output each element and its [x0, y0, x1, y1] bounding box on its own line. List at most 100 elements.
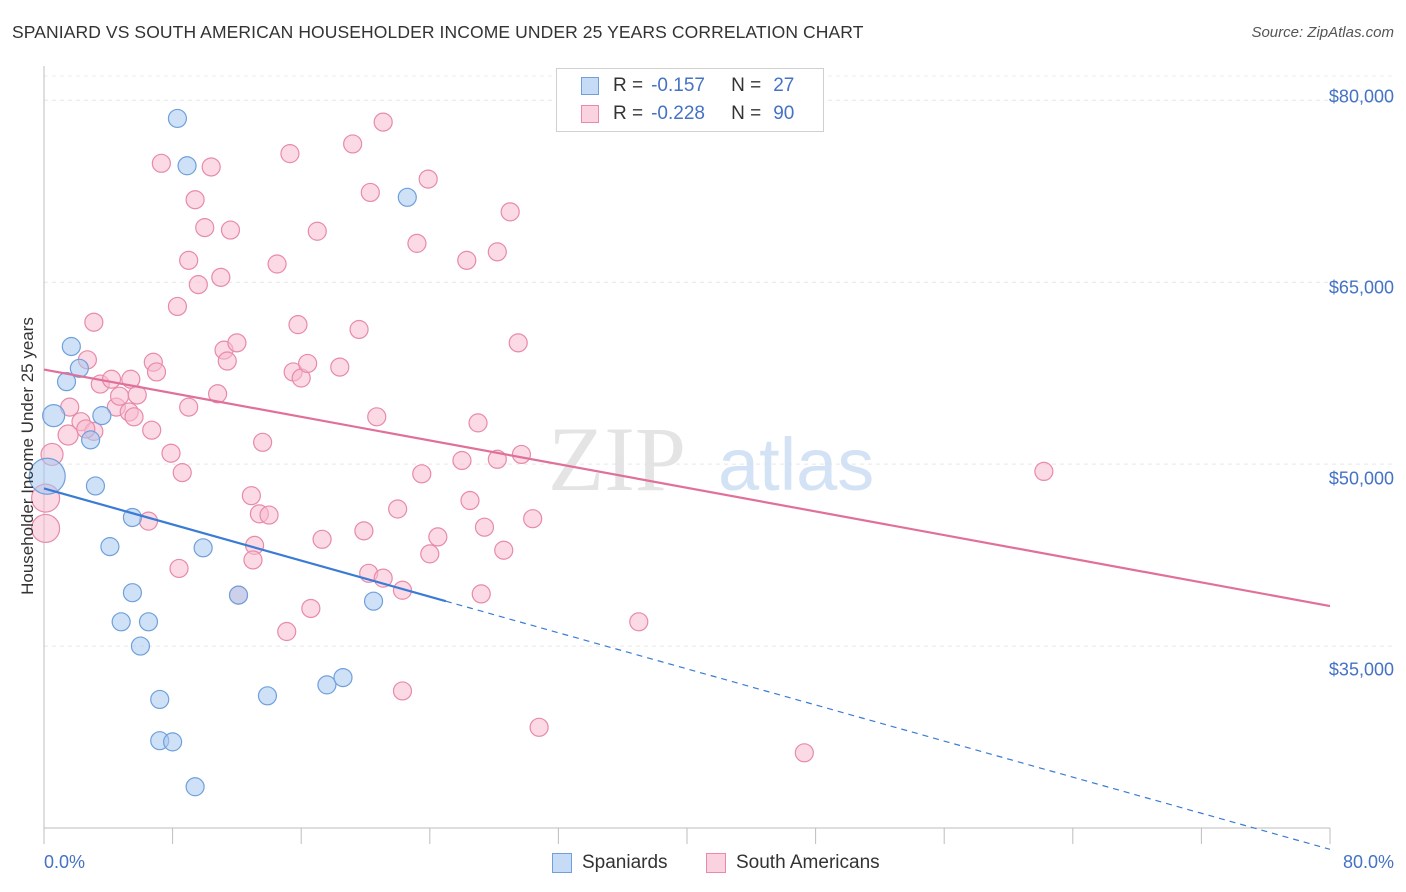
n-value: 27	[773, 75, 795, 96]
data-point	[109, 386, 130, 406]
data-point	[167, 296, 188, 317]
data-point	[101, 369, 122, 389]
data-point	[195, 218, 215, 238]
x-tick-label-max: 80.0%	[1342, 852, 1394, 872]
series-spaniards-points	[28, 108, 417, 797]
axes	[43, 66, 1331, 844]
r-value: -0.228	[651, 103, 705, 124]
data-point	[333, 667, 353, 688]
data-point	[122, 583, 143, 603]
legend-swatch	[581, 77, 599, 95]
data-point	[111, 612, 131, 632]
data-point	[57, 424, 79, 446]
data-point	[138, 612, 159, 632]
data-point	[312, 529, 332, 549]
data-point	[92, 406, 112, 426]
y-tick-label: $65,000	[1328, 277, 1394, 298]
data-point	[317, 675, 337, 695]
n-label: N =	[731, 103, 762, 124]
data-point	[494, 540, 514, 560]
legend-swatch	[581, 105, 599, 123]
r-label: R =	[613, 75, 644, 96]
data-point	[208, 384, 228, 404]
data-point	[146, 362, 167, 382]
data-point	[243, 550, 263, 570]
data-point	[85, 476, 106, 496]
legend-row-spaniards: R = -0.157 N = 27	[557, 73, 794, 99]
data-point	[179, 397, 199, 417]
data-point	[280, 144, 300, 164]
data-point	[142, 420, 162, 440]
data-point	[301, 598, 321, 619]
data-point	[307, 221, 327, 241]
data-point	[193, 538, 213, 558]
data-point	[150, 689, 170, 710]
data-point	[529, 717, 549, 737]
data-point	[298, 353, 318, 374]
data-point	[169, 558, 189, 579]
y-axis-label: Householder Income Under 25 years	[18, 317, 37, 595]
data-point	[61, 336, 81, 357]
data-point	[130, 636, 151, 656]
data-point	[288, 315, 308, 335]
data-point	[257, 686, 278, 706]
data-point	[217, 351, 237, 371]
data-point	[100, 537, 120, 557]
trend-line	[43, 368, 1331, 608]
data-point	[363, 591, 384, 611]
data-point	[185, 777, 205, 797]
data-point	[523, 509, 543, 529]
r-value: -0.157	[651, 75, 705, 96]
data-point	[428, 527, 448, 547]
data-point	[84, 312, 104, 332]
trend-lines	[43, 368, 1331, 850]
data-point	[201, 157, 221, 177]
data-point	[330, 357, 350, 377]
data-point	[360, 182, 380, 203]
data-point	[508, 333, 528, 353]
data-point	[81, 430, 101, 450]
y-tick-label: $50,000	[1328, 468, 1394, 489]
data-point	[487, 242, 507, 262]
data-point	[253, 432, 273, 452]
y-tick-label: $35,000	[1328, 659, 1394, 680]
data-point	[227, 333, 247, 353]
series-south-americans-points	[31, 112, 1054, 763]
data-point	[185, 190, 205, 210]
data-point	[392, 580, 413, 600]
legend-label: Spaniards	[582, 852, 668, 873]
data-point	[418, 169, 438, 189]
trend-line	[43, 487, 447, 603]
data-point	[228, 585, 249, 605]
data-point	[373, 112, 393, 132]
source-label: Source: ZipAtlas.com	[1251, 24, 1394, 41]
data-point	[468, 413, 488, 433]
data-point	[277, 621, 297, 642]
watermark-zip: ZIP	[548, 408, 686, 510]
data-point	[259, 505, 279, 525]
data-point	[188, 275, 208, 295]
data-point	[629, 612, 649, 632]
y-tick-label: $80,000	[1328, 86, 1394, 107]
data-point	[28, 457, 66, 495]
watermark-atlas: atlas	[718, 423, 874, 506]
bottom-legend-south-americans: South Americans	[706, 852, 880, 874]
data-point	[124, 407, 144, 427]
data-point	[392, 681, 413, 701]
data-point	[471, 584, 491, 604]
data-point	[354, 521, 374, 541]
n-value: 90	[773, 103, 795, 124]
data-point	[367, 407, 387, 427]
data-point	[179, 250, 199, 270]
data-point	[172, 463, 192, 483]
legend-row-south-americans: R = -0.228 N = 90	[557, 101, 794, 127]
bottom-legend-spaniards: Spaniards	[552, 852, 668, 874]
x-tick-label-min: 0.0%	[44, 852, 86, 872]
trend-line-extension	[445, 600, 1331, 850]
data-point	[794, 743, 814, 763]
data-point	[241, 486, 261, 506]
data-point	[452, 450, 472, 471]
legend-swatch	[706, 853, 726, 873]
watermark: ZIP atlas	[548, 408, 874, 510]
